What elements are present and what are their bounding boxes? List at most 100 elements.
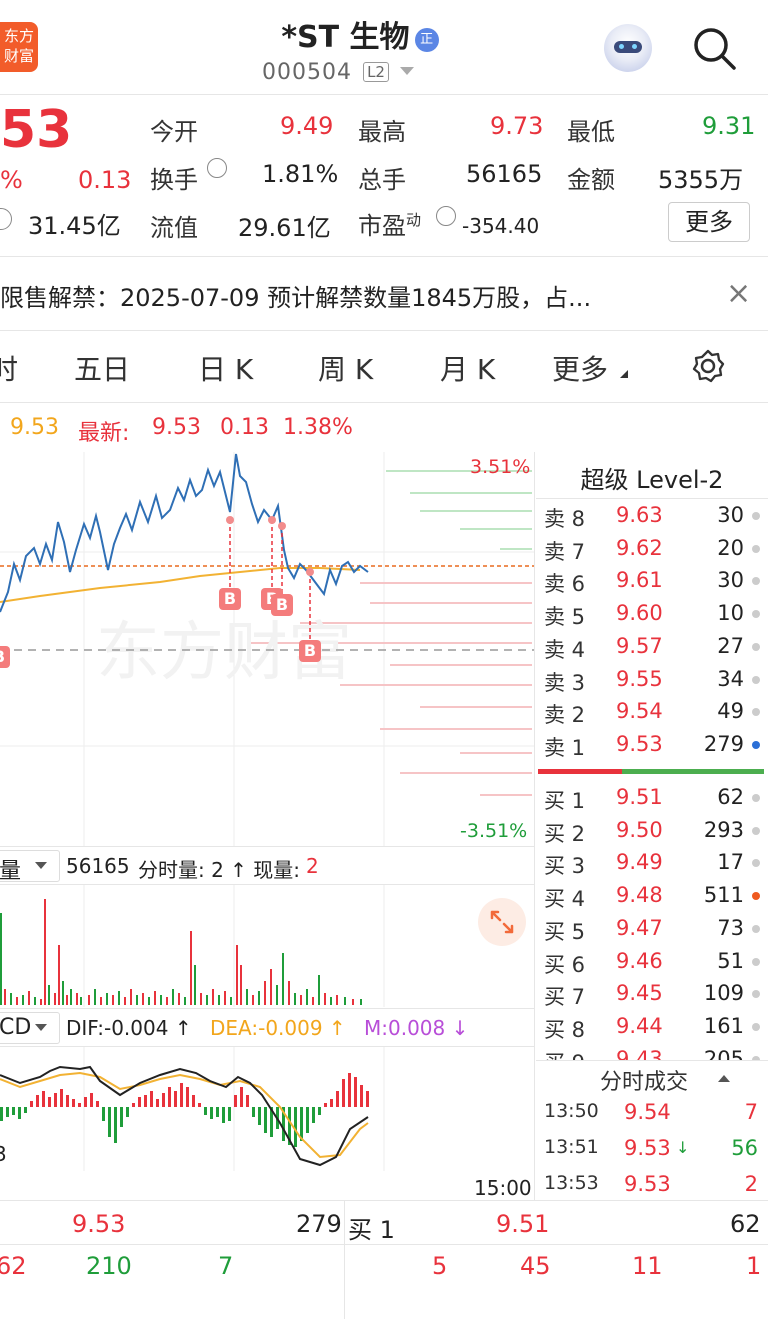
bid-dot-icon [752, 794, 760, 802]
ask-row[interactable]: 卖 1 9.53 279 [536, 729, 768, 761]
bottom-pct-label: -3.51% [460, 820, 528, 842]
ask-dot-icon [752, 610, 760, 619]
info-icon[interactable] [207, 158, 227, 178]
chevron-down-icon [400, 67, 415, 75]
tab-weekly-k[interactable]: 周 K [318, 353, 374, 386]
float-label: 流值 [150, 214, 198, 242]
bid-price: 9.49 [616, 850, 663, 875]
info-icon[interactable] [0, 208, 12, 230]
ask-row[interactable]: 卖 3 9.55 34 [536, 664, 768, 696]
search-icon[interactable] [690, 24, 738, 72]
bid-label: 买 7 [544, 985, 586, 1010]
panel-divider [534, 452, 535, 1200]
bid-volume: 109 [703, 981, 744, 1006]
bid-label: 买 6 [544, 952, 586, 977]
latest-change: 0.13 [220, 415, 269, 440]
badge-icon: 正 [414, 28, 439, 52]
ask-label: 卖 7 [544, 539, 586, 564]
bid-label: 买 2 [544, 821, 586, 846]
tab-more[interactable]: 更多 [552, 353, 609, 386]
stock-name: *ST 生物 [281, 20, 410, 55]
bottom-right-val: 5 [432, 1252, 448, 1280]
ask-row[interactable]: 卖 2 9.54 49 [536, 696, 768, 728]
ask-row[interactable]: 卖 6 9.61 30 [536, 565, 768, 597]
amount-label: 金额 [567, 166, 615, 194]
bid-label: 买 3 [544, 854, 586, 879]
macd-selector[interactable]: CD [0, 1012, 60, 1044]
bid-row[interactable]: 买 2 9.50 293 [536, 815, 768, 847]
bid-row[interactable]: 买 5 9.47 73 [536, 913, 768, 945]
tab-five-day[interactable]: 五日 [74, 353, 131, 386]
ask-label: 卖 8 [544, 507, 586, 531]
bid-volume: 293 [703, 817, 744, 842]
bid-row[interactable]: 买 9 9.43 205 [536, 1044, 768, 1060]
latest-label: 最新: [78, 421, 130, 446]
buy-marker[interactable]: B [219, 588, 241, 610]
unlock-notice[interactable]: 限售解禁：2025-07-09 预计解禁数量1845万股，占... [0, 284, 592, 312]
tab-intraday[interactable]: 时 [0, 353, 19, 386]
tab-daily-k[interactable]: 日 K [198, 353, 254, 386]
bottom-left-val: 62 [0, 1252, 27, 1280]
ask-volume: 10 [717, 601, 744, 626]
ask-row[interactable]: 卖 5 9.60 10 [536, 598, 768, 630]
trade-time: 13:50 [544, 1100, 599, 1122]
info-icon[interactable] [436, 206, 456, 226]
ask-row[interactable]: 卖 4 9.57 27 [536, 631, 768, 663]
low-label: 最低 [567, 118, 615, 146]
bid-row[interactable]: 买 8 9.44 161 [536, 1011, 768, 1043]
ask-label: 卖 1 [544, 735, 586, 760]
macd-left-digit: 3 [0, 1142, 7, 1166]
volume-selector[interactable]: 量 [0, 850, 60, 884]
ask-price: 9.53 [616, 731, 663, 756]
trade-row: 13:51 9.53 ↓ 56 [536, 1132, 768, 1168]
bid-row[interactable]: 买 6 9.46 51 [536, 946, 768, 978]
close-icon[interactable]: × [726, 276, 752, 311]
tab-monthly-k[interactable]: 月 K [440, 353, 496, 386]
expand-chart-button[interactable] [478, 898, 526, 946]
bottom-left-val: 210 [86, 1252, 132, 1280]
bid-volume: 17 [717, 850, 744, 875]
level2-title[interactable]: 超级 Level-2 [580, 466, 724, 494]
macd-histogram [0, 1073, 369, 1147]
ask-dot-icon [752, 740, 760, 749]
stock-code-row[interactable]: 000504 L2 [262, 60, 415, 90]
bid-row[interactable]: 买 1 9.51 62 [536, 782, 768, 814]
logo-text: 财富 [3, 47, 34, 65]
buy-marker[interactable]: B [0, 646, 10, 668]
bottom-bid-label: 买 1 [348, 1216, 395, 1244]
bid-dot-icon [752, 859, 760, 868]
buy-marker[interactable]: B [271, 594, 293, 616]
trades-header[interactable]: 分时成交 [536, 1062, 768, 1096]
bid-row[interactable]: 买 4 9.48 511 [536, 880, 768, 912]
trade-price: 9.54 [624, 1100, 671, 1124]
volume-now: 2 [306, 854, 319, 878]
intraday-price-chart[interactable]: 东方财富 [0, 452, 534, 846]
settings-gear-icon[interactable] [690, 348, 726, 384]
robot-avatar-icon[interactable] [604, 24, 652, 72]
bid-price: 9.50 [616, 817, 663, 842]
bid-label: 买 8 [544, 1017, 586, 1042]
more-button[interactable]: 更多 [668, 202, 750, 242]
ask-volume: 34 [717, 666, 744, 691]
macd-selector-label: CD [0, 1015, 32, 1040]
ask-volume: 30 [717, 503, 744, 527]
trades-title: 分时成交 [600, 1070, 689, 1095]
pe-sup: 动 [406, 211, 422, 229]
bid-row[interactable]: 买 3 9.49 17 [536, 847, 768, 879]
app-logo[interactable]: 东方 财富 [0, 22, 38, 72]
ask-row[interactable]: 卖 7 9.62 20 [536, 533, 768, 565]
logo-text: 东方 [3, 27, 34, 45]
volume-bars-chart[interactable] [0, 885, 534, 1007]
buy-marker[interactable]: B [299, 640, 321, 662]
change-pct: % [0, 166, 23, 194]
bid-row[interactable]: 买 7 9.45 109 [536, 978, 768, 1010]
low-value: 9.31 [702, 112, 756, 140]
macd-chart[interactable] [0, 1047, 534, 1171]
trade-time: 13:51 [544, 1136, 599, 1158]
high-value: 9.73 [490, 112, 544, 140]
ask-dot-icon [752, 512, 760, 520]
ask-price: 9.63 [616, 503, 663, 527]
bid-dot-icon [752, 924, 760, 933]
stock-title[interactable]: *ST 生物 正 [240, 12, 480, 56]
ask-row[interactable]: 卖 8 9.63 30 [536, 500, 768, 532]
